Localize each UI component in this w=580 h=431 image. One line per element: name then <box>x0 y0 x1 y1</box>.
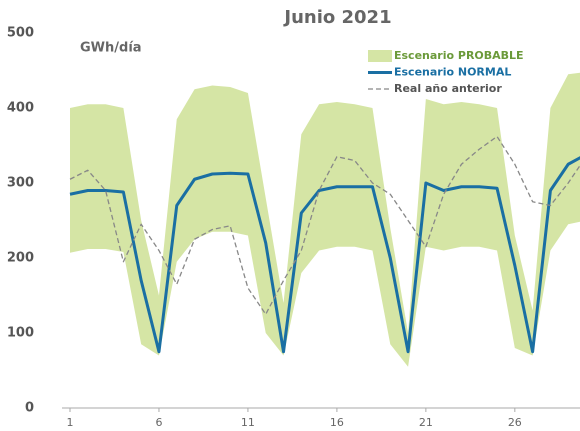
y-tick-label: 300 <box>7 176 34 191</box>
y-tick-label: 200 <box>7 251 34 266</box>
y-tick-label: 400 <box>7 101 34 116</box>
x-tick-label: 16 <box>330 416 344 429</box>
x-tick-label: 6 <box>155 416 162 429</box>
x-tick-label: 26 <box>508 416 522 429</box>
legend-label: Escenario NORMAL <box>394 66 511 79</box>
dashed-line <box>69 135 580 315</box>
legend-label: Escenario PROBABLE <box>394 49 524 62</box>
band <box>70 72 580 367</box>
x-tick-label: 1 <box>67 416 74 429</box>
legend-label: Real año anterior <box>394 82 502 95</box>
legend-swatch <box>368 50 392 62</box>
x-tick-label: 11 <box>241 416 255 429</box>
y-axis-label: GWh/día <box>80 41 142 56</box>
line <box>69 156 580 354</box>
y-tick-label: 500 <box>7 26 34 41</box>
chart-title: Junio 2021 <box>282 7 391 28</box>
plot-area <box>69 72 580 367</box>
y-tick-label: 0 <box>25 401 34 416</box>
y-tick-label: 100 <box>7 326 34 341</box>
x-tick-label: 21 <box>419 416 433 429</box>
